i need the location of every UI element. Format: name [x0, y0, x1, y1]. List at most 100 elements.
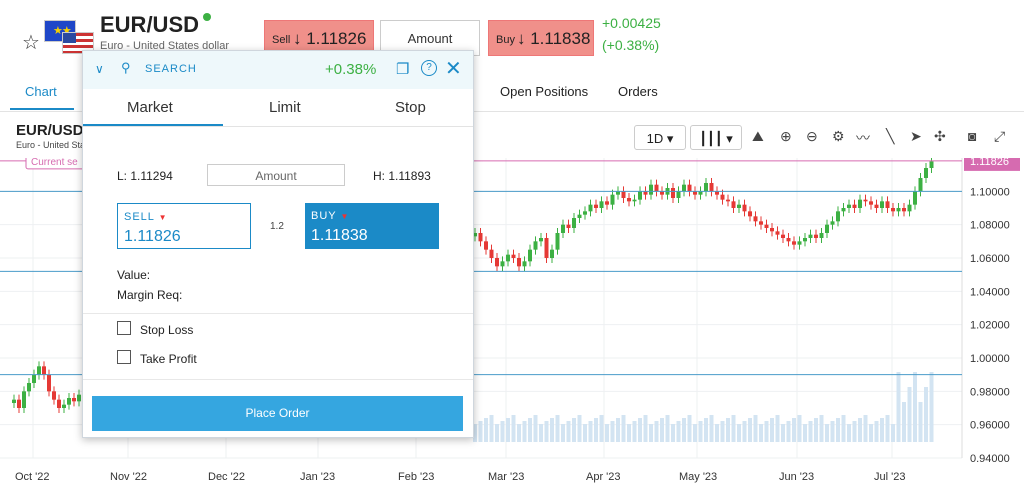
take-profit-label: Take Profit: [140, 352, 197, 366]
candle-body: [885, 201, 890, 208]
value-label: Value:: [117, 268, 151, 282]
candle-body: [863, 199, 868, 202]
candle-body: [37, 366, 41, 375]
tab-orders[interactable]: Orders: [618, 84, 658, 99]
candle-body: [687, 184, 692, 192]
candle-body: [918, 178, 923, 192]
candle-body: [726, 199, 730, 202]
volume-bar: [533, 415, 538, 442]
tab-open-positions[interactable]: Open Positions: [500, 84, 589, 99]
stop-loss-checkbox[interactable]: [117, 321, 131, 335]
candle-body: [715, 191, 719, 195]
x-tick-label: Jun '23: [779, 471, 814, 483]
volume-bar: [638, 418, 642, 442]
candle-body: [511, 254, 516, 258]
candle-body: [775, 231, 780, 235]
candle-body: [517, 258, 521, 267]
candle-body: [539, 238, 543, 242]
copy-icon[interactable]: ❐: [396, 61, 410, 78]
compare-icon[interactable]: ⛰: [752, 128, 764, 144]
buy-button[interactable]: Buy ↓ 1.11838: [488, 20, 594, 56]
candle-body: [610, 194, 615, 205]
volume-bar: [484, 418, 488, 442]
settings-icon[interactable]: ⚙: [832, 128, 845, 144]
zoom-out-icon[interactable]: ⊖: [806, 128, 818, 144]
order-sell-value: 1.11826: [124, 228, 181, 245]
take-profit-checkbox[interactable]: [117, 350, 131, 364]
camera-icon[interactable]: ◙: [968, 128, 977, 144]
active-order-tab-indicator: [83, 124, 223, 126]
candle-body: [27, 383, 31, 392]
volume-bar: [841, 415, 846, 442]
fullscreen-icon[interactable]: ⤢: [994, 128, 1006, 144]
x-tick-label: May '23: [679, 471, 717, 483]
candle-body: [566, 224, 571, 228]
candle-body: [506, 254, 510, 262]
volume-bar: [632, 421, 637, 442]
volume-bar: [660, 418, 664, 442]
search-icon[interactable]: ⚲: [121, 60, 131, 75]
x-tick-label: Feb '23: [398, 471, 434, 483]
draw-icon[interactable]: ╲: [886, 128, 895, 144]
volume-bar: [649, 424, 653, 442]
candle-body: [62, 404, 66, 408]
candle-body: [803, 238, 807, 242]
candle-body: [720, 194, 725, 200]
order-buy-button[interactable]: BUY ▼ 1.11838: [305, 203, 439, 249]
zoom-in-icon[interactable]: ⊕: [780, 128, 792, 144]
tab-stop[interactable]: Stop: [395, 99, 426, 116]
volume-bar: [797, 415, 802, 442]
tab-limit[interactable]: Limit: [269, 99, 301, 116]
volume-bar: [891, 424, 895, 442]
volume-bar: [913, 372, 917, 442]
order-sell-button[interactable]: SELL ▼ 1.11826: [117, 203, 251, 249]
timeframe-dropdown[interactable]: 1D ▾: [634, 125, 686, 150]
candle-body: [814, 234, 818, 238]
candle-body: [643, 191, 648, 195]
candle-body: [72, 398, 76, 402]
volume-bar: [775, 415, 780, 442]
volume-bar: [643, 415, 648, 442]
order-amount-input[interactable]: Amount: [207, 164, 345, 186]
chart-type-dropdown[interactable]: ┃┃┃ ▾: [690, 125, 742, 150]
candle-body: [731, 201, 736, 208]
y-tick-label: 0.96000: [970, 420, 1010, 432]
candle-body: [913, 191, 917, 205]
search-label[interactable]: SEARCH: [145, 63, 197, 75]
chevron-down-icon[interactable]: ∨: [95, 62, 104, 76]
y-tick-label: 0.94000: [970, 453, 1010, 465]
candle-body: [786, 238, 791, 242]
candle-body: [47, 374, 51, 392]
cursor-icon[interactable]: ➤: [910, 128, 922, 144]
close-icon[interactable]: ✕: [445, 58, 462, 80]
stop-loss-label: Stop Loss: [140, 323, 194, 337]
candle-body: [676, 191, 681, 198]
tab-market[interactable]: Market: [127, 99, 173, 116]
volume-bar: [506, 418, 510, 442]
currency-flags-icon: ★★: [44, 20, 94, 54]
volume-bar: [924, 387, 928, 442]
volume-bar: [786, 421, 791, 442]
candle-body: [847, 204, 851, 208]
volume-bar: [742, 421, 747, 442]
volume-bar: [473, 424, 477, 442]
place-order-button[interactable]: Place Order: [92, 396, 463, 431]
candle-body: [819, 233, 824, 238]
candle-body: [621, 191, 626, 198]
tab-chart[interactable]: Chart: [25, 84, 57, 99]
candle-body: [632, 199, 637, 202]
volume-bar: [836, 418, 840, 442]
volume-bar: [654, 421, 659, 442]
volume-bar: [753, 415, 758, 442]
volume-bar: [792, 418, 796, 442]
candle-body: [797, 241, 802, 245]
indicators-icon[interactable]: 〰: [856, 130, 870, 146]
volume-bar: [693, 424, 697, 442]
y-tick-label: 1.10000: [970, 186, 1010, 198]
help-icon[interactable]: ?: [421, 60, 437, 76]
y-tick-label: 1.00000: [970, 353, 1010, 365]
star-icon[interactable]: ☆: [22, 32, 40, 54]
buy-price: ↓ 1.11838: [517, 29, 591, 48]
x-tick-label: Jul '23: [874, 471, 905, 483]
crosshair-icon[interactable]: ✣: [934, 128, 946, 144]
